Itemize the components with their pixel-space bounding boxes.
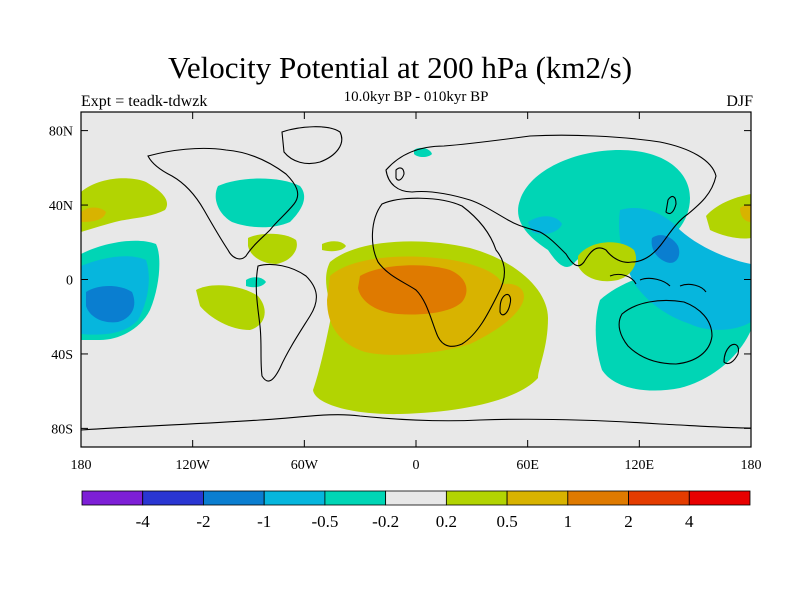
lat-tick-label: 0 — [66, 274, 73, 289]
colorbar-swatch — [324, 490, 387, 506]
contour-negative-north-atlantic-spot — [414, 147, 432, 157]
contour-positive-north-pacific — [81, 178, 168, 232]
coastline-africa — [371, 197, 506, 347]
contour-0-5-north-pacific — [81, 207, 106, 222]
coastline-maritime-continent — [609, 273, 707, 293]
lon-tick-label: 120E — [625, 458, 655, 473]
coastline-south-america — [255, 263, 317, 382]
season-label: DJF — [726, 93, 753, 110]
colorbar-label: -1 — [257, 512, 271, 531]
colorbar-swatch — [567, 490, 629, 506]
colorbar-label: -0.2 — [372, 512, 399, 531]
axis-ticks: 80N 40N 0 40S 80S 180 120W 60W 0 60E 120E 180 — [49, 112, 762, 473]
colorbar-label: -4 — [136, 512, 151, 531]
colorbar-label: 1 — [564, 512, 573, 531]
lon-tick-label: 180 — [741, 458, 762, 473]
colorbar-swatch — [688, 490, 751, 506]
contour-positive-atlantic-spot — [322, 241, 346, 252]
colorbar-swatch — [263, 490, 326, 506]
lat-tick-label: 40S — [51, 348, 73, 363]
contour-fills — [81, 147, 751, 415]
colorbar-swatch — [628, 490, 690, 506]
experiment-label: Expt = teadk-tdwzk — [81, 93, 208, 110]
coastline-greenland — [281, 126, 343, 165]
colorbar-swatch — [385, 490, 447, 506]
colorbar-swatch — [81, 490, 144, 506]
lat-tick-label: 40N — [49, 199, 73, 214]
colorbar-label: 0.2 — [436, 512, 457, 531]
contour-negative-north-america — [215, 178, 305, 228]
coastline-new-zealand — [723, 343, 740, 365]
colorbar: -4 -2 -1 -0.5 -0.2 0.2 0.5 1 2 4 — [81, 490, 751, 531]
contour-neg-1-pacific — [86, 286, 135, 323]
contour-positive-south-pacific — [196, 285, 265, 330]
lon-tick-label: 120W — [176, 458, 211, 473]
colorbar-label: -2 — [196, 512, 210, 531]
colorbar-label: 0.5 — [496, 512, 517, 531]
colorbar-label: 2 — [624, 512, 633, 531]
contour-1-africa — [358, 265, 467, 315]
contour-positive-southeast-asia — [578, 242, 637, 282]
coastlines — [81, 126, 751, 431]
coastline-australia — [618, 299, 713, 365]
colorbar-swatch — [445, 490, 508, 506]
colorbar-swatch — [203, 490, 265, 506]
contour-0-5-ne-pacific — [740, 204, 751, 222]
lon-tick-label: 60W — [291, 458, 319, 473]
coastline-uk — [395, 167, 405, 181]
contour-positive-ne-pacific — [706, 194, 751, 239]
chart-title: Velocity Potential at 200 hPa (km2/s) — [167, 50, 633, 85]
contour-neg-1-west-pacific — [651, 235, 680, 263]
lon-tick-label: 0 — [413, 458, 420, 473]
contour-neg-0-5-asia — [528, 216, 562, 234]
chart-subtitle: 10.0kyr BP - 010kyr BP — [343, 89, 489, 105]
coastline-north-america — [147, 147, 299, 260]
lat-tick-label: 80N — [49, 125, 73, 140]
coastline-japan — [665, 195, 677, 215]
lat-tick-label: 80S — [51, 422, 73, 437]
colorbar-label: 4 — [685, 512, 694, 531]
coastline-antarctica — [81, 414, 751, 431]
coastline-europe-asia — [385, 134, 717, 267]
lon-tick-label: 180 — [71, 458, 92, 473]
colorbar-swatch — [142, 490, 204, 506]
colorbar-label: -0.5 — [311, 512, 338, 531]
lon-tick-label: 60E — [516, 458, 539, 473]
coastline-madagascar — [499, 293, 512, 316]
contour-positive-central-america — [248, 233, 297, 264]
colorbar-swatch — [506, 490, 569, 506]
